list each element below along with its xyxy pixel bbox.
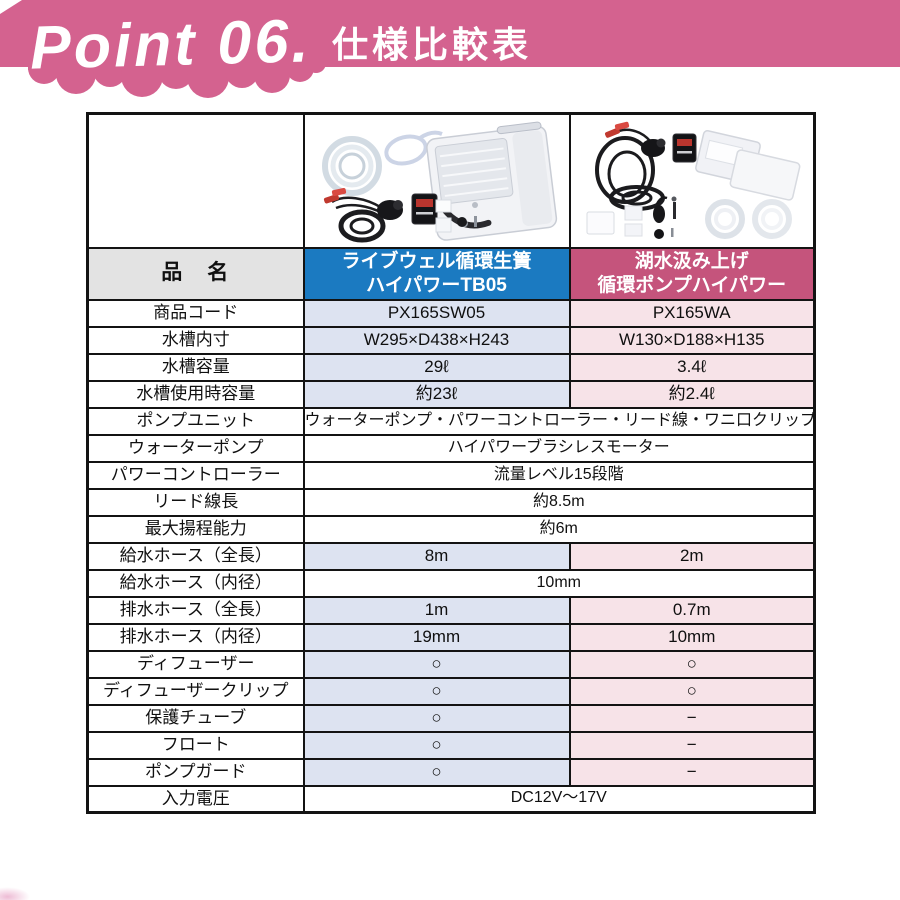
spec-row: 給水ホース（全長） 8m 2m <box>86 541 816 571</box>
product-b-header: 湖水汲み上げ 循環ポンプハイパワー <box>568 246 816 301</box>
empty-cell <box>86 112 305 249</box>
product-name-row: 品 名 ライブウェル循環生簀 ハイパワーTB05 湖水汲み上げ 循環ポンプハイパ… <box>86 246 816 301</box>
value-product-a: PX165SW05 <box>302 298 571 328</box>
value-product-b: ○ <box>568 676 816 706</box>
row-label: ウォーターポンプ <box>86 433 305 463</box>
value-product-b: 0.7m <box>568 595 816 625</box>
value-product-a: 8m <box>302 541 571 571</box>
value-product-a: ○ <box>302 703 571 733</box>
value-shared: ウォーターポンプ・パワーコントローラー・リード線・ワニ口クリップ <box>302 406 816 436</box>
value-product-a: ○ <box>302 757 571 787</box>
product-b-name-line2: 循環ポンプハイパワー <box>597 274 787 296</box>
product-a-name-line2: ハイパワーTB05 <box>366 274 507 296</box>
spec-comparison-table: 品 名 ライブウェル循環生簀 ハイパワーTB05 湖水汲み上げ 循環ポンプハイパ… <box>86 112 816 814</box>
product-image-cell-pump <box>568 112 816 249</box>
product-image-cell-livewell <box>302 112 571 249</box>
spec-row: 給水ホース（内径） 10mm <box>86 568 816 598</box>
value-product-b: 10mm <box>568 622 816 652</box>
value-product-b: 2m <box>568 541 816 571</box>
value-product-b: 3.4ℓ <box>568 352 816 382</box>
livewell-product-photo <box>307 115 566 246</box>
spec-row: 保護チューブ ○ − <box>86 703 816 733</box>
bottom-left-artifact <box>0 887 30 900</box>
value-shared: DC12V～17V <box>302 784 816 814</box>
spec-row: 入力電圧 DC12V～17V <box>86 784 816 814</box>
value-product-a: W295×D438×H243 <box>302 325 571 355</box>
value-product-a: 19mm <box>302 622 571 652</box>
value-product-b: 約2.4ℓ <box>568 379 816 409</box>
spec-row: 水槽内寸 W295×D438×H243 W130×D188×H135 <box>86 325 816 355</box>
spec-row: 排水ホース（内径） 19mm 10mm <box>86 622 816 652</box>
spec-row: ポンプガード ○ − <box>86 757 816 787</box>
spec-row: ポンプユニット ウォーターポンプ・パワーコントローラー・リード線・ワニ口クリップ <box>86 406 816 436</box>
row-label: フロート <box>86 730 305 760</box>
value-product-b: W130×D188×H135 <box>568 325 816 355</box>
banner-bubble-shape <box>28 58 326 98</box>
page-title: 仕様比較表 <box>332 24 533 65</box>
row-label: 最大揚程能力 <box>86 514 305 544</box>
product-a-name-line1: ライブウェル循環生簀 <box>341 250 532 272</box>
row-label: リード線長 <box>86 487 305 517</box>
value-product-b: PX165WA <box>568 298 816 328</box>
row-label: 保護チューブ <box>86 703 305 733</box>
value-product-b: ○ <box>568 649 816 679</box>
row-label: パワーコントローラー <box>86 460 305 490</box>
spec-row: 水槽使用時容量 約23ℓ 約2.4ℓ <box>86 379 816 409</box>
spec-row: ウォーターポンプ ハイパワーブラシレスモーター <box>86 433 816 463</box>
value-shared: 約6m <box>302 514 816 544</box>
value-product-b: − <box>568 730 816 760</box>
name-header-cell: 品 名 <box>86 246 305 301</box>
value-product-b: − <box>568 757 816 787</box>
product-image-row <box>86 112 816 249</box>
spec-rows: 品 名 ライブウェル循環生簀 ハイパワーTB05 湖水汲み上げ 循環ポンプハイパ… <box>86 112 816 814</box>
row-label: 給水ホース（全長） <box>86 541 305 571</box>
row-label: ポンプユニット <box>86 406 305 436</box>
value-shared: 流量レベル15段階 <box>302 460 816 490</box>
banner-corner-notch <box>0 0 22 14</box>
value-product-a: ○ <box>302 730 571 760</box>
row-label: 水槽使用時容量 <box>86 379 305 409</box>
value-product-a: 約23ℓ <box>302 379 571 409</box>
point-number-logo: Point 06. <box>29 6 313 82</box>
value-product-a: 1m <box>302 595 571 625</box>
row-label: 給水ホース（内径） <box>86 568 305 598</box>
spec-row: 水槽容量 29ℓ 3.4ℓ <box>86 352 816 382</box>
value-shared: ハイパワーブラシレスモーター <box>302 433 816 463</box>
row-label: ディフューザー <box>86 649 305 679</box>
row-label: 水槽容量 <box>86 352 305 382</box>
spec-row: ディフューザークリップ ○ ○ <box>86 676 816 706</box>
pump-product-photo <box>572 115 811 246</box>
value-shared: 10mm <box>302 568 816 598</box>
spec-row: フロート ○ − <box>86 730 816 760</box>
value-shared: 約8.5m <box>302 487 816 517</box>
row-label: 入力電圧 <box>86 784 305 814</box>
row-label: ディフューザークリップ <box>86 676 305 706</box>
spec-row: 排水ホース（全長） 1m 0.7m <box>86 595 816 625</box>
product-a-header: ライブウェル循環生簀 ハイパワーTB05 <box>302 246 571 301</box>
product-b-name-line1: 湖水汲み上げ <box>634 250 749 272</box>
value-product-a: 29ℓ <box>302 352 571 382</box>
spec-row: パワーコントローラー 流量レベル15段階 <box>86 460 816 490</box>
spec-row: ディフューザー ○ ○ <box>86 649 816 679</box>
spec-row: 商品コード PX165SW05 PX165WA <box>86 298 816 328</box>
header-banner <box>0 0 900 98</box>
value-product-a: ○ <box>302 676 571 706</box>
spec-row: 最大揚程能力 約6m <box>86 514 816 544</box>
row-label: 排水ホース（全長） <box>86 595 305 625</box>
row-label: 排水ホース（内径） <box>86 622 305 652</box>
row-label: ポンプガード <box>86 757 305 787</box>
value-product-b: − <box>568 703 816 733</box>
spec-row: リード線長 約8.5m <box>86 487 816 517</box>
value-product-a: ○ <box>302 649 571 679</box>
row-label: 商品コード <box>86 298 305 328</box>
row-label: 水槽内寸 <box>86 325 305 355</box>
